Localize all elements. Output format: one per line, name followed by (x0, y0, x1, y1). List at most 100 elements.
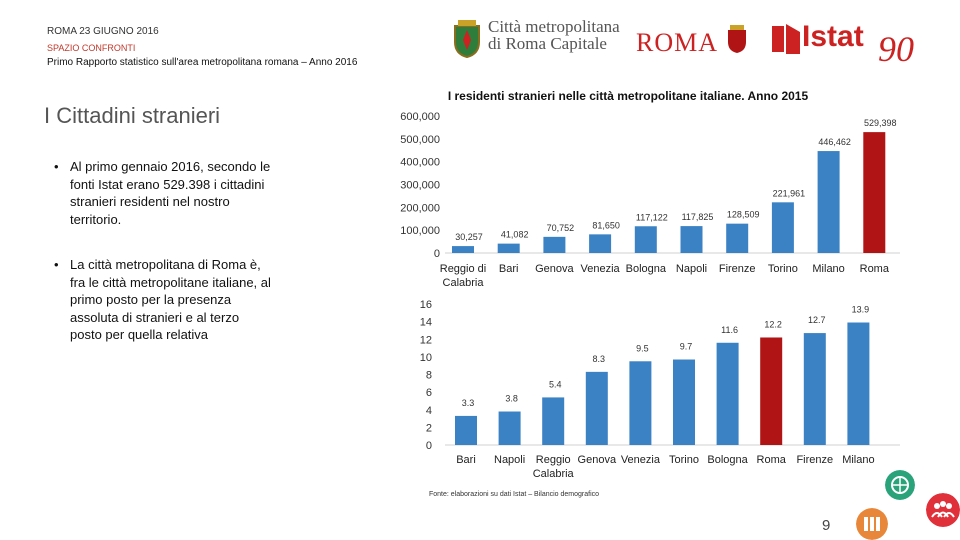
category-label: Bari (456, 454, 476, 466)
bar (863, 132, 886, 253)
bar (629, 361, 652, 445)
y-tick-label: 500,000 (400, 134, 440, 146)
category-label: Venezia (621, 454, 661, 466)
bullet-list: Al primo gennaio 2016, secondo le fonti … (54, 158, 274, 372)
data-label: 81,650 (592, 220, 620, 230)
y-tick-label: 0 (426, 440, 432, 452)
category-label: Bologna (626, 263, 667, 275)
bar (585, 371, 608, 445)
data-label: 529,398 (864, 118, 897, 128)
bar (497, 243, 520, 253)
page-heading: I Cittadini stranieri (44, 102, 221, 128)
bar (543, 236, 566, 253)
bullet-item: La città metropolitana di Roma è, fra le… (54, 256, 274, 344)
y-tick-label: 12 (420, 334, 432, 346)
header-subtitle: Primo Rapporto statistico sull'area metr… (47, 57, 358, 68)
y-tick-label: 200,000 (400, 202, 440, 214)
category-label: Venezia (581, 263, 621, 275)
category-label: Milano (842, 454, 874, 466)
y-tick-label: 100,000 (400, 225, 440, 237)
source-note: Fonte: elaborazioni su dati Istat – Bila… (429, 491, 600, 498)
coat-of-arms-icon (454, 20, 480, 58)
bar (589, 234, 612, 253)
category-label: Firenze (796, 454, 833, 466)
bar (452, 246, 474, 253)
category-label: Genova (535, 263, 574, 275)
bar (634, 226, 657, 253)
roma-logo-text: ROMA (636, 28, 719, 57)
header-date: ROMA 23 GIUGNO 2016 (47, 26, 159, 37)
bar (716, 342, 739, 445)
people-icon (926, 493, 960, 527)
category-label: Bari (499, 263, 519, 275)
data-label: 446,462 (818, 137, 851, 147)
y-tick-label: 2 (426, 422, 432, 434)
bullet-item: Al primo gennaio 2016, secondo le fonti … (54, 158, 274, 228)
bar (771, 202, 794, 253)
data-label: 13.9 (852, 305, 870, 315)
bar (673, 359, 695, 445)
y-tick-label: 16 (420, 299, 432, 311)
citta-metropolitana-logo: Città metropolitana di Roma Capitale (488, 18, 620, 52)
y-tick-label: 4 (426, 405, 432, 417)
category-label: Roma (860, 263, 890, 275)
data-label: 30,257 (455, 232, 483, 242)
data-label: 41,082 (501, 230, 529, 240)
category-label: Milano (812, 263, 844, 275)
istat-90-logo-text: 90 (878, 29, 914, 69)
category-label: Calabria (443, 277, 485, 289)
bar (498, 411, 521, 445)
bar (726, 223, 749, 253)
y-tick-label: 8 (426, 370, 432, 382)
y-tick-label: 6 (426, 387, 432, 399)
y-tick-label: 14 (420, 317, 432, 329)
data-label: 12.2 (764, 319, 782, 329)
bar (455, 415, 477, 445)
category-label: Reggio (536, 454, 571, 466)
data-label: 117,122 (636, 212, 668, 222)
y-tick-label: 300,000 (400, 180, 440, 192)
category-label: Genova (578, 454, 617, 466)
data-label: 221,961 (773, 188, 806, 198)
y-tick-label: 600,000 (400, 111, 440, 123)
data-label: 70,752 (547, 223, 575, 233)
data-label: 9.5 (636, 343, 649, 353)
y-tick-label: 0 (434, 248, 440, 260)
data-label: 12.7 (808, 315, 826, 325)
category-label: Napoli (676, 263, 707, 275)
category-label: Torino (768, 263, 798, 275)
data-label: 3.8 (505, 394, 518, 404)
citta-logo-line1: Città metropolitana (488, 17, 620, 36)
bar (803, 333, 826, 445)
page-number: 9 (822, 517, 831, 534)
bar (542, 397, 565, 445)
category-label: Napoli (494, 454, 525, 466)
category-label: Reggio di (440, 263, 486, 275)
data-label: 3.3 (462, 398, 475, 408)
data-label: 9.7 (680, 342, 693, 352)
category-label: Firenze (719, 263, 756, 275)
header-section: SPAZIO CONFRONTI (47, 43, 136, 53)
category-label: Calabria (533, 468, 575, 480)
category-label: Bologna (707, 454, 748, 466)
istat-logo-icon (772, 24, 800, 54)
y-tick-label: 400,000 (400, 157, 440, 169)
citta-logo-line2: di Roma Capitale (488, 34, 607, 53)
bar (760, 337, 783, 445)
books-icon (856, 508, 888, 540)
data-label: 128,509 (727, 210, 760, 220)
y-tick-label: 10 (420, 352, 432, 364)
logo-strip: Città metropolitana di Roma Capitale ROM… (450, 16, 930, 69)
istat-logo-text: Istat (802, 20, 864, 53)
data-label: 11.6 (721, 325, 738, 335)
category-label: Torino (669, 454, 699, 466)
roma-crest-icon (728, 25, 746, 53)
category-label: Roma (757, 454, 787, 466)
data-label: 8.3 (593, 354, 606, 364)
globe-icon (885, 470, 915, 500)
data-label: 5.4 (549, 379, 562, 389)
bar (817, 151, 840, 253)
bar (847, 322, 870, 445)
data-label: 117,825 (682, 212, 714, 222)
